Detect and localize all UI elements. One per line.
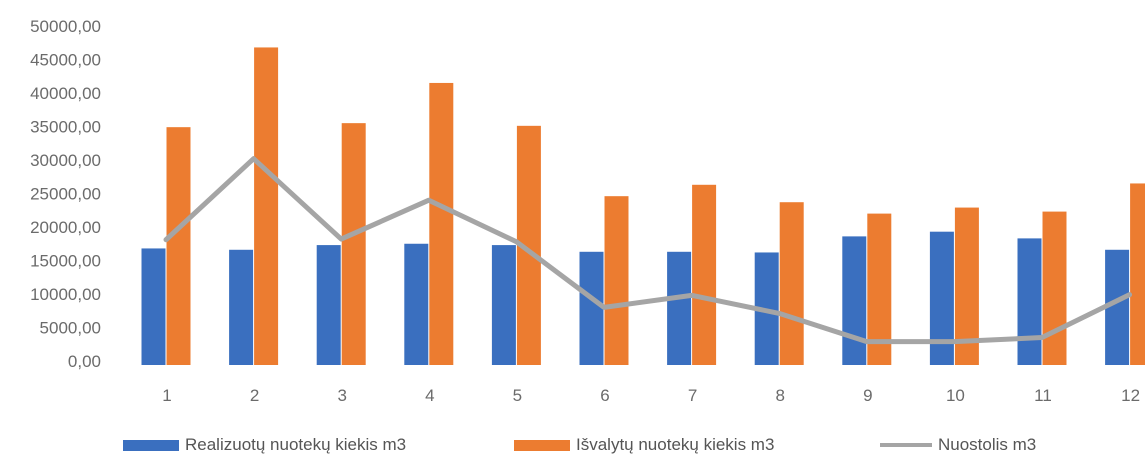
y-tick-label: 20000,00 — [30, 218, 101, 237]
y-tick-label: 25000,00 — [30, 185, 101, 204]
y-tick-label: 35000,00 — [30, 118, 101, 137]
x-tick-label: 7 — [688, 386, 697, 405]
bar-realized — [579, 251, 604, 365]
x-tick-label: 6 — [600, 386, 609, 405]
legend-item-loss: Nuostolis m3 — [880, 432, 1036, 458]
bar-realized — [404, 243, 429, 365]
x-tick-label: 3 — [337, 386, 346, 405]
bar-treated — [1042, 211, 1067, 365]
bar-realized — [842, 236, 867, 365]
bar-treated — [254, 47, 279, 365]
y-tick-label: 30000,00 — [30, 151, 101, 170]
y-tick-label: 5000,00 — [40, 319, 101, 338]
bars — [141, 47, 1145, 366]
bar-realized — [929, 231, 954, 365]
legend-item-realized: Realizuotų nuotekų kiekis m3 — [123, 432, 406, 458]
y-tick-label: 15000,00 — [30, 252, 101, 271]
bar-treated — [604, 196, 629, 365]
y-tick-label: 50000,00 — [30, 17, 101, 36]
x-tick-label: 10 — [946, 386, 965, 405]
x-tick-label: 1 — [162, 386, 171, 405]
y-tick-label: 10000,00 — [30, 285, 101, 304]
legend: Realizuotų nuotekų kiekis m3 Išvalytų nu… — [0, 432, 1145, 458]
legend-swatch-treated — [514, 439, 570, 451]
bar-treated — [341, 123, 366, 366]
y-tick-label: 0,00 — [68, 352, 101, 371]
legend-item-treated: Išvalytų nuotekų kiekis m3 — [514, 432, 774, 458]
x-tick-label: 9 — [863, 386, 872, 405]
bar-realized — [141, 248, 166, 365]
x-axis: 1 2 3 4 5 6 7 8 9 10 11 12 — [162, 386, 1140, 405]
bar-treated — [166, 127, 191, 365]
legend-label-loss: Nuostolis m3 — [938, 435, 1037, 454]
bar-treated — [779, 202, 804, 365]
legend-label-treated: Išvalytų nuotekų kiekis m3 — [576, 435, 775, 454]
bar-realized — [316, 245, 341, 365]
bar-treated — [1130, 183, 1145, 365]
legend-label-realized: Realizuotų nuotekų kiekis m3 — [185, 435, 407, 454]
legend-swatch-loss — [880, 443, 932, 447]
x-tick-label: 12 — [1121, 386, 1140, 405]
x-tick-label: 11 — [1034, 386, 1052, 405]
y-axis: 0,00 5000,00 10000,00 15000,00 20000,00 25000… — [30, 17, 101, 371]
x-tick-label: 4 — [425, 386, 434, 405]
bar-realized — [667, 251, 692, 365]
bar-treated — [429, 82, 454, 365]
bar-realized — [229, 249, 254, 365]
bar-realized — [1017, 238, 1042, 365]
y-tick-label: 40000,00 — [30, 84, 101, 103]
y-tick-label: 45000,00 — [30, 51, 101, 70]
legend-swatch-realized — [123, 439, 179, 451]
loss-line — [163, 156, 1133, 345]
x-tick-label: 2 — [250, 386, 259, 405]
x-tick-label: 8 — [775, 386, 784, 405]
x-tick-label: 5 — [513, 386, 522, 405]
bar-treated — [692, 184, 717, 365]
bar-realized — [491, 245, 516, 365]
loss-line-group — [163, 156, 1133, 345]
